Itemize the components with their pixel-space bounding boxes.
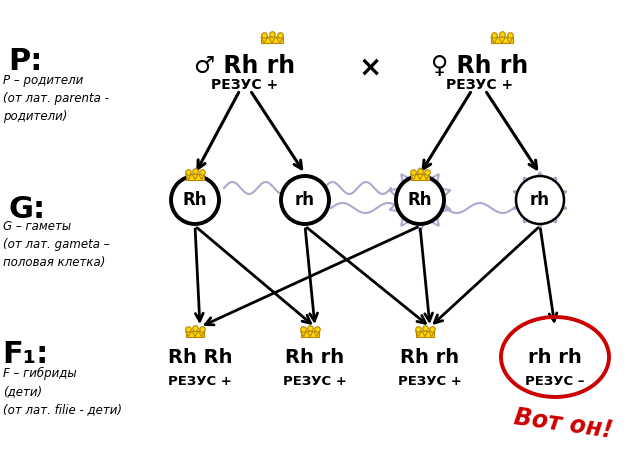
- Circle shape: [281, 176, 329, 224]
- FancyBboxPatch shape: [492, 37, 513, 43]
- Text: РЕЗУС –: РЕЗУС –: [525, 375, 585, 388]
- Polygon shape: [422, 331, 428, 337]
- Circle shape: [171, 176, 219, 224]
- Text: ×: ×: [358, 54, 381, 82]
- Text: P – родители
(от лат. parenta -
родители): P – родители (от лат. parenta - родители…: [3, 74, 109, 123]
- Polygon shape: [198, 174, 205, 180]
- Polygon shape: [410, 174, 416, 180]
- Text: Rh: Rh: [183, 191, 207, 209]
- Text: G:: G:: [8, 195, 45, 224]
- Text: G – гаметы
(от лат. gameta –
половая клетка): G – гаметы (от лат. gameta – половая кле…: [3, 220, 109, 269]
- Polygon shape: [424, 174, 429, 180]
- Text: F – гибриды
(дети)
(от лат. filie - дети): F – гибриды (дети) (от лат. filie - дети…: [3, 367, 122, 416]
- Text: Rh: Rh: [408, 191, 432, 209]
- Text: F₁:: F₁:: [2, 340, 48, 369]
- Text: rh: rh: [530, 191, 550, 209]
- FancyBboxPatch shape: [186, 331, 204, 337]
- Text: Вот он!: Вот он!: [512, 405, 614, 442]
- Circle shape: [396, 176, 444, 224]
- Polygon shape: [276, 37, 283, 43]
- Text: P:: P:: [8, 47, 42, 76]
- Circle shape: [516, 176, 564, 224]
- FancyBboxPatch shape: [186, 174, 204, 180]
- FancyBboxPatch shape: [416, 331, 435, 337]
- Text: РЕЗУС +: РЕЗУС +: [398, 375, 462, 388]
- Polygon shape: [307, 331, 313, 337]
- Text: РЕЗУС +: РЕЗУС +: [211, 78, 278, 92]
- Polygon shape: [269, 37, 275, 43]
- Polygon shape: [198, 331, 205, 337]
- Text: РЕЗУС +: РЕЗУС +: [283, 375, 347, 388]
- Text: Rh rh: Rh rh: [285, 348, 344, 367]
- Polygon shape: [499, 37, 506, 43]
- FancyBboxPatch shape: [301, 331, 319, 337]
- Text: ♀ Rh rh: ♀ Rh rh: [431, 54, 529, 78]
- Polygon shape: [186, 331, 191, 337]
- Text: РЕЗУС +: РЕЗУС +: [168, 375, 232, 388]
- Polygon shape: [415, 331, 421, 337]
- Text: Rh rh: Rh rh: [401, 348, 460, 367]
- Text: РЕЗУС +: РЕЗУС +: [447, 78, 513, 92]
- Polygon shape: [429, 331, 435, 337]
- FancyBboxPatch shape: [411, 174, 429, 180]
- Polygon shape: [491, 37, 498, 43]
- Polygon shape: [417, 174, 423, 180]
- Text: ♂ Rh rh: ♂ Rh rh: [195, 54, 296, 78]
- Text: rh rh: rh rh: [528, 348, 582, 367]
- Polygon shape: [301, 331, 307, 337]
- Polygon shape: [314, 331, 319, 337]
- Polygon shape: [186, 174, 191, 180]
- Text: rh: rh: [295, 191, 315, 209]
- Polygon shape: [506, 37, 513, 43]
- FancyBboxPatch shape: [261, 37, 283, 43]
- Polygon shape: [261, 37, 268, 43]
- Polygon shape: [192, 331, 198, 337]
- Polygon shape: [192, 174, 198, 180]
- Text: Rh Rh: Rh Rh: [168, 348, 232, 367]
